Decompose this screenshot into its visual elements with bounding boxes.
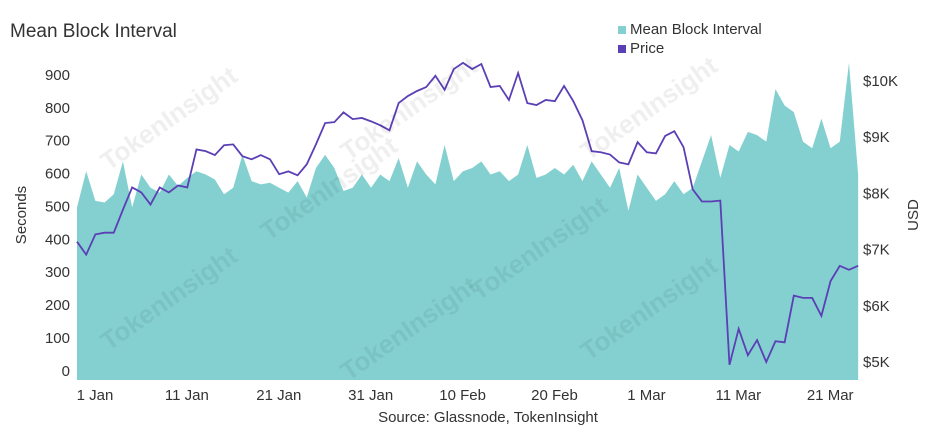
y-tick-label: 300 [45,264,70,281]
x-tick-label: 31 Jan [348,387,393,404]
y-tick-label: 500 [45,198,70,215]
y-axis-label: Seconds [13,186,30,244]
y2-tick-label: $6K [863,298,890,315]
y-tick-label: 700 [45,133,70,150]
chart-title: Mean Block Interval [10,21,177,42]
x-tick-label: 11 Mar [716,387,762,404]
y-tick-label: 100 [45,330,70,347]
y-tick-label: 200 [45,297,70,314]
y2-tick-label: $5K [863,354,890,371]
legend-swatch [618,26,626,34]
x-tick-label: 11 Jan [165,387,209,404]
source: Source: Glassnode, TokenInsight [378,409,599,426]
y2-axis-label: USD [905,199,922,231]
y2-tick-label: $7K [863,242,890,259]
y2-tick-label: $9K [863,129,890,146]
area [77,62,859,381]
y-tick-label: 800 [45,100,70,117]
watermark: TokenInsight [575,50,723,166]
legend-swatch [618,45,626,53]
x-tick-label: 21 Mar [807,387,854,404]
x-tick-label: 20 Feb [531,387,578,404]
y-tick-label: 900 [45,67,70,84]
y-tick-label: 600 [45,166,70,183]
legend-label: Mean Block Interval [630,21,762,38]
y-tick-label: 400 [45,231,70,248]
line [76,61,859,366]
watermark: TokenInsight [95,60,243,176]
x-tick-label: 1 Jan [77,387,114,404]
y2-tick-label: $10K [863,73,898,90]
x-tick-label: 1 Mar [627,387,665,404]
y2-tick-label: $8K [863,185,890,202]
x-tick-label: 21 Jan [256,387,301,404]
legend-label: Price [630,40,664,57]
watermark: TokenInsight [335,50,483,166]
x-tick-label: 10 Feb [439,387,486,404]
y-tick-label: 0 [62,363,70,380]
